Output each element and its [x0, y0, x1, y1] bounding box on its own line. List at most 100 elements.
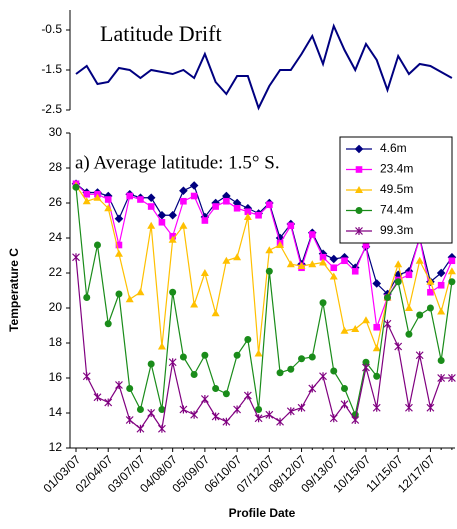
marker: [157, 342, 166, 350]
marker: [340, 326, 349, 334]
marker: [212, 203, 219, 210]
marker: [286, 260, 295, 268]
marker: [179, 405, 188, 414]
marker: [287, 222, 295, 230]
marker: [319, 253, 327, 261]
marker: [222, 390, 230, 398]
marker: [329, 414, 338, 423]
marker: [168, 358, 177, 367]
marker: [297, 262, 306, 269]
legend-label: 49.5m: [380, 182, 413, 196]
y-tick-label: 26: [49, 195, 63, 209]
marker: [383, 294, 391, 301]
marker: [104, 320, 112, 328]
marker: [355, 207, 363, 214]
marker: [265, 267, 273, 275]
marker: [330, 264, 338, 272]
y-tick-label: 30: [49, 125, 63, 139]
marker: [404, 304, 413, 311]
marker: [286, 407, 295, 416]
marker: [115, 381, 123, 389]
marker: [158, 406, 166, 413]
marker: [437, 281, 445, 289]
marker: [233, 204, 241, 212]
marker: [362, 358, 370, 366]
marker: [158, 218, 166, 226]
marker: [147, 203, 155, 210]
marker: [83, 190, 91, 198]
marker: [355, 227, 363, 235]
marker: [126, 192, 133, 200]
y-tick-label: 24: [49, 230, 63, 244]
x-axis-label: Profile Date: [229, 506, 296, 520]
marker: [329, 254, 339, 264]
marker: [147, 360, 155, 368]
marker: [426, 403, 435, 412]
marker: [169, 288, 177, 296]
marker: [373, 372, 381, 380]
marker: [114, 214, 124, 224]
marker: [372, 279, 382, 288]
marker: [201, 351, 209, 359]
marker: [447, 374, 456, 382]
chart-title: Latitude Drift: [100, 21, 222, 46]
marker: [355, 166, 363, 173]
y-tick-label: 16: [49, 370, 63, 384]
y-tick-label: 20: [49, 300, 63, 314]
y-tick-label: -0.5: [41, 22, 62, 36]
marker: [383, 319, 392, 328]
marker: [157, 424, 166, 433]
marker: [157, 210, 167, 220]
marker: [276, 417, 284, 426]
marker: [233, 405, 242, 414]
marker: [93, 393, 102, 402]
y-axis-label: Temperature C: [7, 248, 21, 332]
marker: [72, 253, 80, 262]
marker: [190, 410, 199, 419]
marker: [82, 197, 91, 205]
marker: [222, 417, 231, 426]
y-tick-label: -2.5: [41, 102, 62, 116]
marker: [351, 416, 360, 424]
marker: [355, 186, 363, 193]
marker: [211, 309, 220, 317]
marker: [243, 213, 252, 220]
legend-label: 74.4m: [380, 203, 413, 217]
marker: [190, 300, 199, 308]
marker: [362, 363, 370, 372]
marker: [415, 256, 424, 264]
marker: [437, 307, 446, 315]
marker: [93, 193, 102, 201]
marker: [114, 249, 123, 257]
marker: [104, 196, 112, 203]
marker: [254, 414, 263, 423]
marker: [276, 369, 284, 377]
marker: [168, 210, 177, 220]
marker: [223, 197, 230, 205]
marker: [233, 253, 242, 261]
marker: [265, 246, 274, 254]
marker: [394, 278, 402, 286]
marker: [244, 208, 252, 216]
marker: [351, 267, 359, 275]
marker: [211, 412, 220, 421]
marker: [136, 406, 144, 413]
marker: [297, 403, 306, 412]
marker: [254, 349, 263, 357]
marker: [319, 299, 327, 307]
marker: [362, 241, 370, 249]
marker: [104, 398, 113, 407]
marker: [415, 351, 424, 360]
marker: [200, 269, 209, 276]
marker: [168, 235, 177, 243]
marker: [115, 241, 123, 249]
legend-label: 99.3m: [380, 223, 413, 237]
marker: [437, 374, 446, 382]
marker: [361, 316, 370, 324]
marker: [448, 257, 456, 265]
marker: [308, 384, 317, 393]
marker: [437, 357, 445, 364]
marker: [115, 290, 123, 298]
marker: [255, 211, 262, 219]
